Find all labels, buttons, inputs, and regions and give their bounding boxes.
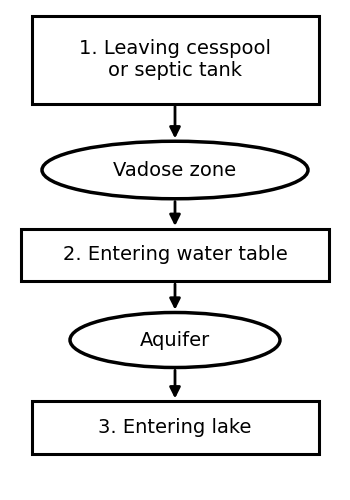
Text: 2. Entering water table: 2. Entering water table	[63, 246, 287, 264]
Text: 1. Leaving cesspool
or septic tank: 1. Leaving cesspool or septic tank	[79, 40, 271, 80]
Text: Aquifer: Aquifer	[140, 330, 210, 349]
FancyBboxPatch shape	[21, 229, 329, 281]
Text: Vadose zone: Vadose zone	[113, 160, 237, 180]
FancyBboxPatch shape	[32, 16, 318, 104]
FancyBboxPatch shape	[32, 401, 318, 454]
Ellipse shape	[42, 141, 308, 199]
Ellipse shape	[70, 312, 280, 368]
Text: 3. Entering lake: 3. Entering lake	[98, 418, 252, 437]
